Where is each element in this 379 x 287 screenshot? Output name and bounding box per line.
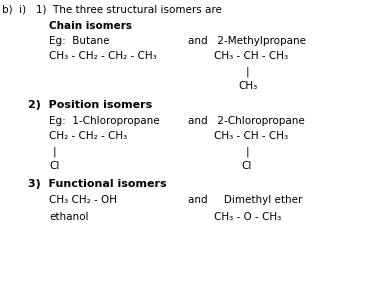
Text: CH₃ - O - CH₃: CH₃ - O - CH₃ bbox=[214, 212, 281, 222]
Text: CH₃ - CH₂ - CH₂ - CH₃: CH₃ - CH₂ - CH₂ - CH₃ bbox=[49, 51, 157, 61]
Text: Chain isomers: Chain isomers bbox=[49, 21, 132, 31]
Text: CH₃ - CH - CH₃: CH₃ - CH - CH₃ bbox=[214, 51, 288, 61]
Text: Cl: Cl bbox=[49, 161, 60, 171]
Text: 3)  Functional isomers: 3) Functional isomers bbox=[28, 179, 167, 189]
Text: |: | bbox=[52, 146, 56, 157]
Text: b)  i)   1)  The three structural isomers are: b) i) 1) The three structural isomers ar… bbox=[2, 4, 222, 14]
Text: CH₃: CH₃ bbox=[238, 81, 257, 91]
Text: ethanol: ethanol bbox=[49, 212, 89, 222]
Text: |: | bbox=[246, 146, 249, 157]
Text: Eg:  Butane: Eg: Butane bbox=[49, 36, 110, 46]
Text: Cl: Cl bbox=[242, 161, 252, 171]
Text: and   2-Chloropropane: and 2-Chloropropane bbox=[188, 116, 304, 126]
Text: Eg:  1-Chloropropane: Eg: 1-Chloropropane bbox=[49, 116, 160, 126]
Text: 2)  Position isomers: 2) Position isomers bbox=[28, 100, 153, 110]
Text: |: | bbox=[246, 67, 249, 77]
Text: CH₃ - CH - CH₃: CH₃ - CH - CH₃ bbox=[214, 131, 288, 141]
Text: CH₃ CH₂ - OH: CH₃ CH₂ - OH bbox=[49, 195, 117, 205]
Text: CH₂ - CH₂ - CH₃: CH₂ - CH₂ - CH₃ bbox=[49, 131, 127, 141]
Text: and   2-Methylpropane: and 2-Methylpropane bbox=[188, 36, 305, 46]
Text: and     Dimethyl ether: and Dimethyl ether bbox=[188, 195, 302, 205]
